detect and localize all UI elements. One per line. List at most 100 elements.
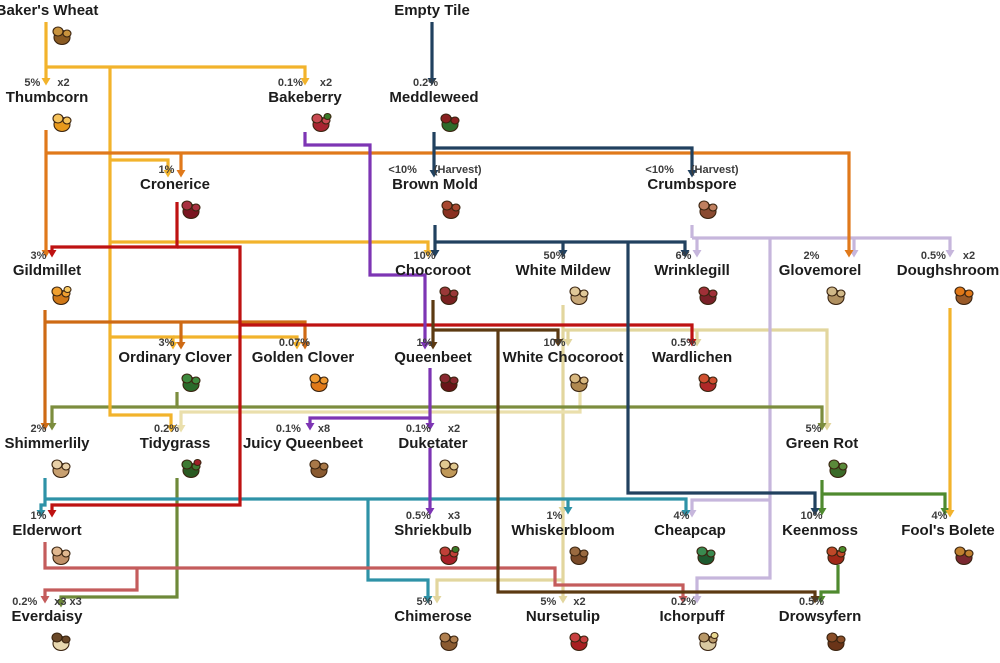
fools-bolete-icon — [954, 546, 974, 566]
edge-teal-19 — [366, 499, 430, 597]
arrowhead-rose-21 — [40, 596, 50, 604]
edge-rose-21 — [43, 568, 139, 597]
arrowhead-orange-35 — [176, 170, 186, 178]
white-chocoroot-icon — [569, 373, 589, 393]
ichorpuff-icon — [698, 631, 719, 652]
arrowhead-red-39 — [47, 250, 57, 258]
arrowhead-brown-43 — [553, 339, 563, 347]
edge-olive_dark-15 — [59, 478, 179, 601]
arrowhead-brown-42 — [428, 342, 438, 350]
arrowhead-purple-54 — [305, 423, 315, 431]
edge-teal-17 — [45, 497, 688, 511]
arrowhead-gold-31 — [292, 342, 302, 350]
edge-olive-14 — [177, 405, 824, 424]
arrowhead-dark_orange-37 — [300, 342, 310, 350]
arrowhead-green-24 — [816, 596, 826, 604]
elderwort-icon — [51, 546, 71, 566]
arrowhead-navy-48 — [430, 250, 440, 258]
arrowhead-teal-18 — [563, 507, 573, 515]
arrowhead-gold-32 — [945, 510, 955, 518]
arrowhead-gold-25 — [41, 78, 51, 86]
arrowhead-lavender-12 — [687, 510, 697, 518]
arrowhead-teal-17 — [681, 510, 691, 518]
edge-olive-13 — [50, 392, 179, 424]
arrowhead-orange-34 — [844, 250, 854, 258]
edge-dark_orange-37 — [45, 320, 307, 343]
arrowhead-navy-50 — [558, 250, 568, 258]
queenbeet-icon — [439, 373, 459, 393]
wrinklegill-icon — [698, 286, 718, 306]
wardlichen-icon — [698, 373, 718, 393]
arrowhead-olive-13 — [47, 423, 57, 431]
arrowhead-navy-45 — [427, 78, 437, 86]
arrowhead-navy-46 — [429, 170, 439, 178]
thumbcorn-icon — [52, 113, 72, 133]
drowsyfern-icon — [826, 632, 846, 652]
edge-gold-29 — [110, 240, 430, 251]
arrowhead-gold-29 — [423, 250, 433, 258]
arrowhead-khaki-0 — [558, 596, 568, 604]
juicy-queenbeet-icon — [309, 459, 329, 479]
arrowhead-gold-26 — [300, 78, 310, 86]
edge-orange-34 — [46, 151, 851, 251]
edge-gold-26 — [46, 65, 307, 79]
edge-khaki-5 — [435, 578, 563, 597]
whiskerbloom-icon — [569, 546, 589, 566]
edge-gold-31 — [173, 335, 299, 343]
doughshroom-icon — [954, 286, 974, 306]
white-mildew-icon — [569, 286, 589, 306]
chimerose-icon — [439, 632, 459, 652]
golden-clover-icon — [309, 373, 329, 393]
arrowhead-green-22 — [817, 508, 827, 516]
chocoroot-icon — [439, 286, 459, 306]
shimmerlily-icon — [51, 459, 71, 479]
arrowhead-lavender-11 — [692, 596, 702, 604]
bakers-wheat-icon — [52, 26, 72, 46]
arrowhead-red-40 — [47, 510, 57, 518]
edge-rose-20 — [43, 542, 685, 597]
arrowhead-red-41 — [687, 339, 697, 347]
edge-gold-28 — [110, 158, 170, 171]
edge-navy-49 — [435, 240, 687, 251]
arrowhead-lavender-9 — [692, 250, 702, 258]
edge-red-41 — [240, 323, 694, 340]
arrowhead-brown-44 — [810, 596, 820, 604]
edge-green-24 — [819, 565, 840, 597]
edge-brown-43 — [433, 328, 560, 340]
arrowhead-orange-33 — [41, 250, 51, 258]
edge-khaki_light-6 — [179, 392, 582, 426]
meddleweed-icon — [440, 113, 460, 133]
edge-navy-51 — [626, 242, 817, 509]
arrowhead-purple-52 — [420, 342, 430, 350]
arrowhead-rose-20 — [678, 596, 688, 604]
cronerice-icon — [181, 200, 201, 220]
arrowhead-teal-19 — [423, 596, 433, 604]
edge-gold-30 — [110, 335, 175, 343]
green-rot-icon — [828, 459, 848, 479]
ordinary-clover-icon — [181, 373, 201, 393]
edge-lavender-8 — [692, 236, 952, 251]
edge-lavender-12 — [690, 498, 770, 511]
arrowhead-dark_orange-38 — [176, 342, 186, 350]
arrowhead-gold-30 — [168, 342, 178, 350]
arrowhead-lavender-8 — [945, 250, 955, 258]
edge-navy-47 — [434, 146, 694, 171]
edge-purple-54 — [308, 416, 430, 424]
arrowhead-green-23 — [940, 508, 950, 516]
arrowhead-navy-51 — [810, 508, 820, 516]
edge-teal-16 — [39, 478, 47, 511]
arrowhead-dark_orange-36 — [40, 423, 50, 431]
arrowhead-purple-53 — [425, 423, 435, 431]
arrowhead-gold-28 — [163, 170, 173, 178]
duketater-icon — [439, 459, 459, 479]
edge-red-40 — [50, 245, 242, 511]
shriekbulb-icon — [439, 545, 460, 566]
keenmoss-icon — [826, 545, 847, 566]
bakeberry-icon — [311, 112, 332, 133]
arrowhead-teal-16 — [36, 510, 46, 518]
arrowhead-purple-55 — [425, 508, 435, 516]
edge-green-23 — [822, 492, 947, 509]
crumbspore-icon — [698, 200, 718, 220]
